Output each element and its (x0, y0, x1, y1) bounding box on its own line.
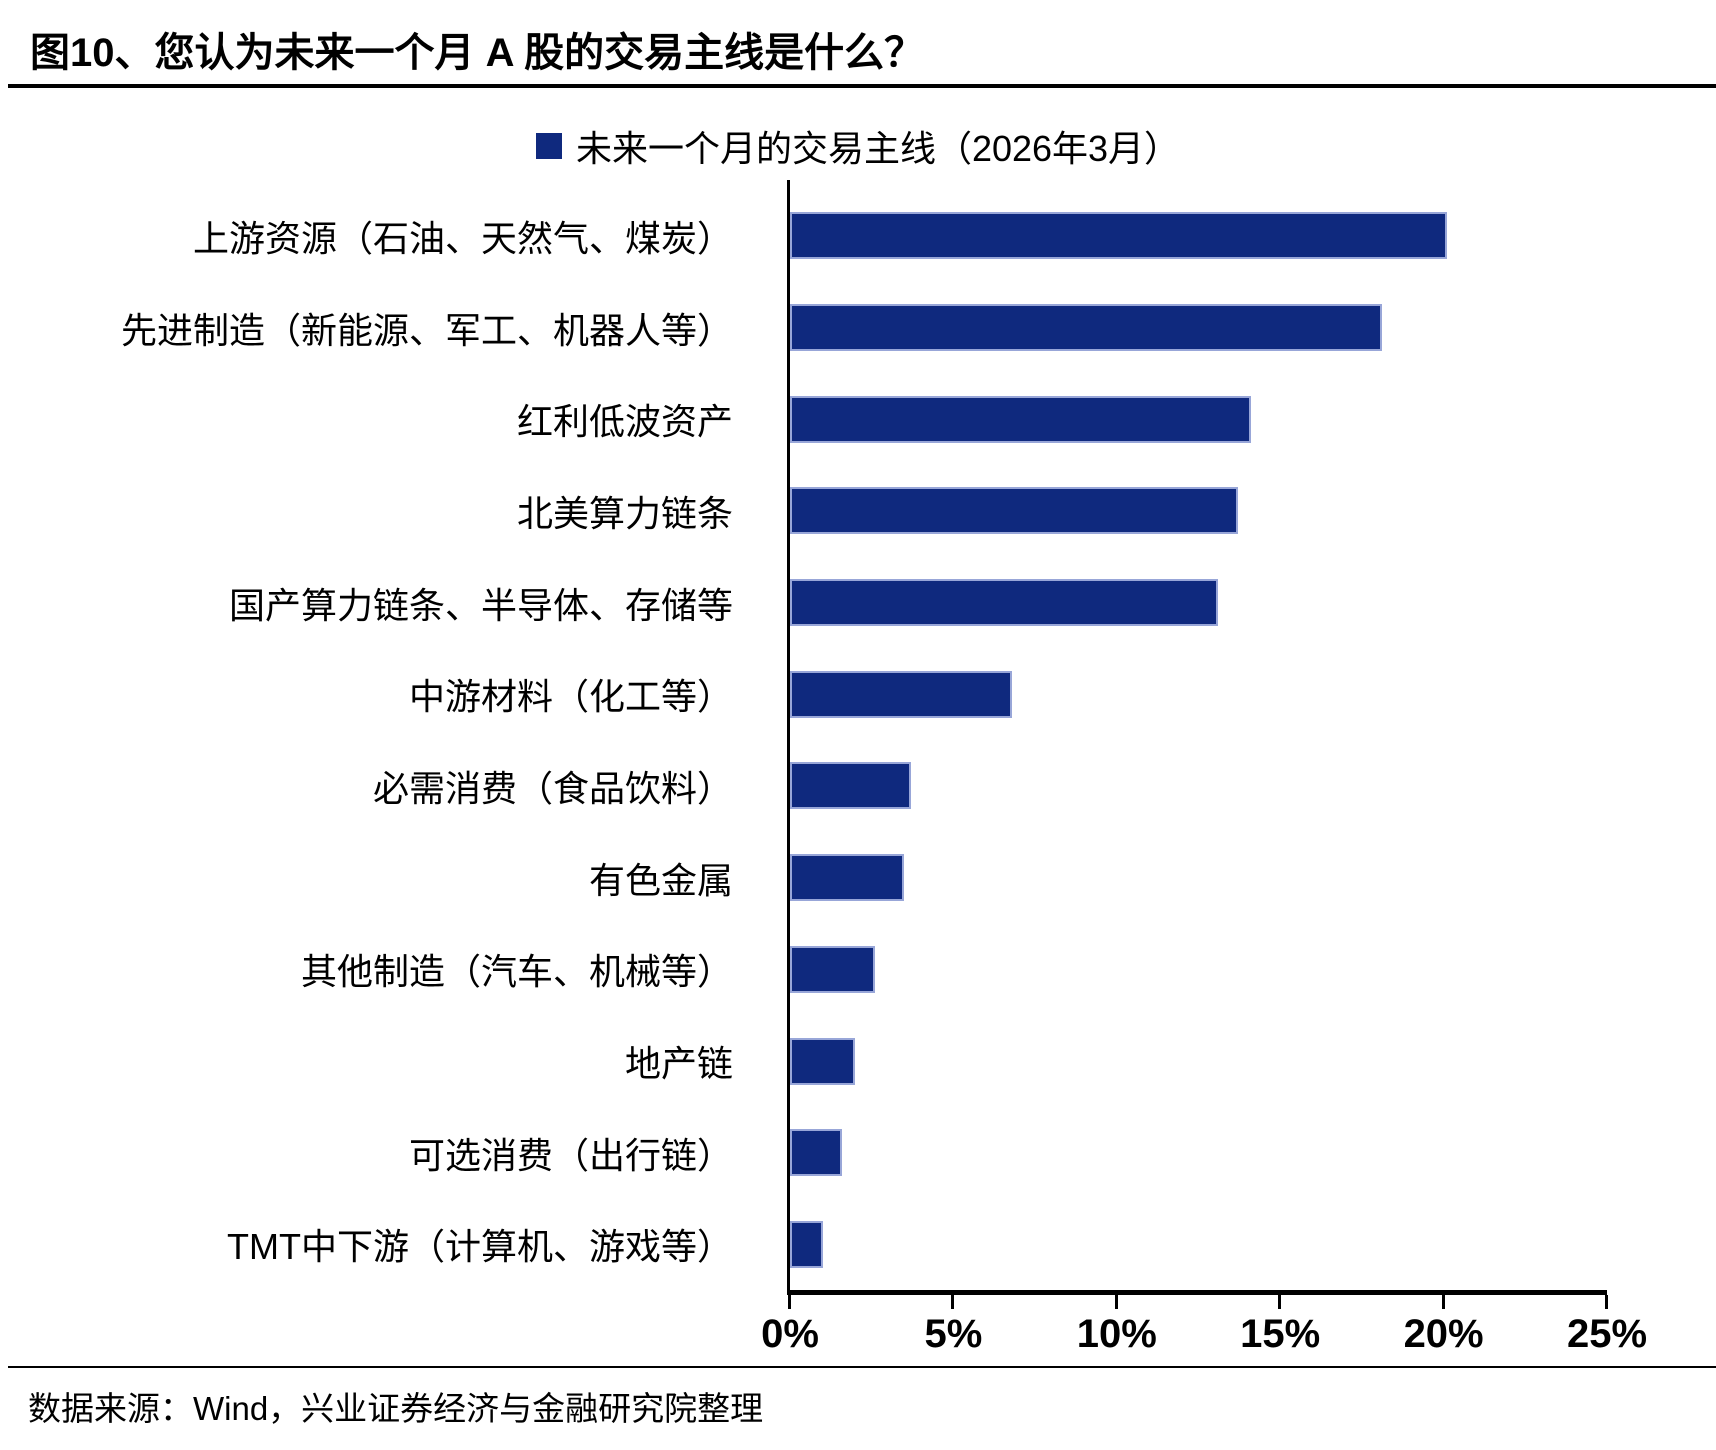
axis-tick (1114, 1295, 1118, 1309)
x-axis-line (787, 1290, 1607, 1295)
bar-11 (790, 1129, 843, 1177)
x-tick-label: 0% (761, 1312, 819, 1356)
bar-track (790, 190, 1607, 282)
bar-9 (790, 945, 875, 993)
category-label: 先进制造（新能源、军工、机器人等） (120, 309, 733, 351)
bar-3 (790, 395, 1251, 443)
bar-track (790, 924, 1607, 1016)
bar-track (790, 465, 1607, 557)
bar-2 (790, 304, 1382, 352)
bar-track (790, 648, 1607, 740)
bar-track (790, 373, 1607, 465)
legend-swatch (535, 133, 562, 159)
category-label: 必需消费（食品饮料） (372, 767, 733, 809)
bar-12 (790, 1220, 823, 1268)
x-tick-label: 15% (1240, 1312, 1321, 1356)
x-tick-label: 25% (1566, 1312, 1648, 1356)
axis-tick (788, 1295, 791, 1309)
category-label: 国产算力链条、半导体、存储等 (228, 584, 733, 626)
category-label: 地产链 (624, 1043, 733, 1085)
category-label: 其他制造（汽车、机械等） (300, 951, 733, 993)
plot-area: 0% 5% 10% 15% 20% 25% (761, 180, 1647, 1356)
bar-1 (790, 212, 1447, 260)
bar-track (790, 1107, 1607, 1199)
bar-10 (790, 1037, 856, 1085)
bar-7 (790, 762, 911, 810)
source-note: 数据来源：Wind，兴业证券经济与金融研究院整理 (28, 1390, 764, 1427)
bar-track (790, 832, 1607, 924)
bar-chart: 上游资源（石油、天然气、煤炭） 先进制造（新能源、军工、机器人等） 红利低波资产 北美… (0, 180, 1716, 1356)
x-tick-label: 10% (1076, 1312, 1157, 1356)
category-label: 北美算力链条 (516, 492, 733, 534)
legend-label: 未来一个月的交易主线（2026年3月） (575, 128, 1181, 169)
axis-tick (951, 1295, 955, 1309)
bar-6 (790, 670, 1013, 718)
chart-legend: 未来一个月的交易主线（2026年3月） (0, 120, 1716, 172)
footer-divider (8, 1366, 1716, 1368)
axis-tick (1278, 1295, 1282, 1309)
category-label: 上游资源（石油、天然气、煤炭） (192, 217, 733, 259)
y-axis-line (787, 180, 790, 1295)
figure-title: 图10、您认为未来一个月 A 股的交易主线是什么？ (30, 31, 925, 75)
bar-5 (790, 579, 1219, 627)
axis-tick (1441, 1295, 1445, 1309)
category-label: TMT中下游（计算机、游戏等） (227, 1226, 733, 1268)
category-label: 中游材料（化工等） (408, 676, 733, 718)
category-label: 可选消费（出行链） (408, 1134, 733, 1176)
bar-8 (790, 854, 905, 902)
x-tick-label: 20% (1403, 1312, 1484, 1356)
category-label: 红利低波资产 (516, 401, 733, 443)
x-tick-label: 5% (924, 1312, 983, 1356)
title-divider (8, 84, 1716, 88)
category-label: 有色金属 (588, 859, 733, 901)
bar-track (790, 282, 1607, 374)
bar-track (790, 557, 1607, 649)
axis-tick (1605, 1295, 1608, 1309)
bar-track (790, 1015, 1607, 1107)
category-labels: 上游资源（石油、天然气、煤炭） 先进制造（新能源、军工、机器人等） 红利低波资产 北美… (0, 180, 733, 1290)
bars (790, 180, 1607, 1290)
bar-track (790, 1199, 1607, 1291)
bar-4 (790, 487, 1238, 535)
x-axis-labels: 0% 5% 10% 15% 20% 25% (761, 1312, 1647, 1362)
bar-track (790, 740, 1607, 832)
